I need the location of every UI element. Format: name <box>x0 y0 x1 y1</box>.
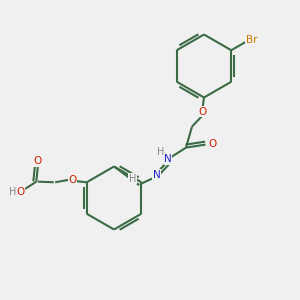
Text: O: O <box>198 106 207 117</box>
Text: Br: Br <box>246 35 257 45</box>
Text: N: N <box>153 169 160 180</box>
Text: O: O <box>208 139 216 149</box>
Text: O: O <box>68 175 76 185</box>
Text: O: O <box>34 156 42 166</box>
Text: H: H <box>9 188 16 197</box>
Text: H: H <box>129 173 136 184</box>
Text: O: O <box>16 188 24 197</box>
Text: N: N <box>164 154 172 164</box>
Text: H: H <box>157 147 164 158</box>
